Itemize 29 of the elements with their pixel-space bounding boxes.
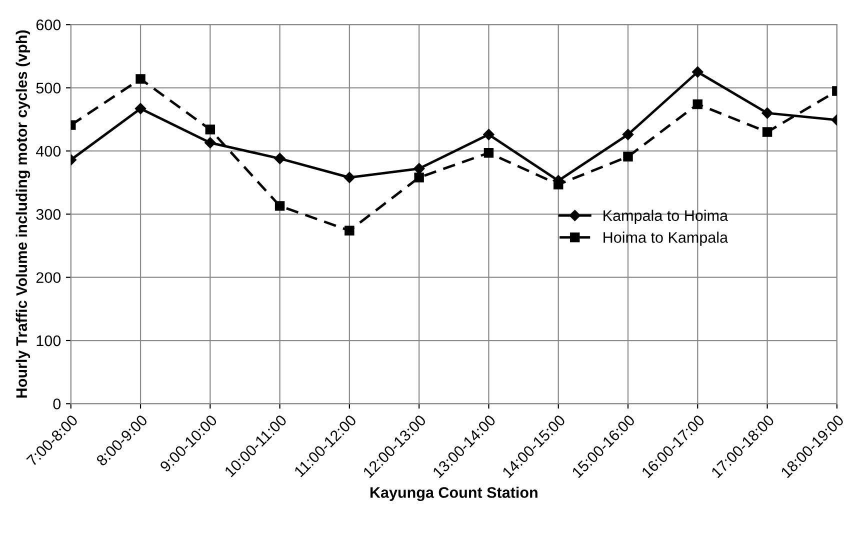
point (484, 148, 494, 158)
y-tick-label: 500 (36, 82, 61, 94)
x-axis-title: Kayunga Count Station (370, 486, 538, 501)
point (413, 163, 425, 174)
point (762, 127, 772, 137)
point (274, 201, 285, 211)
y-tick-label: 600 (36, 19, 61, 30)
y-tick-label: 100 (36, 335, 61, 346)
y-axis-title: Hourly Traffic Volume including motor cycles (vph) (16, 30, 30, 398)
point (344, 172, 356, 184)
point (134, 103, 146, 114)
legend-label: Kampala to Hoima (604, 210, 728, 224)
point (344, 226, 354, 236)
point (762, 107, 773, 119)
point (414, 172, 424, 182)
y-tick-label: 300 (36, 209, 61, 220)
point (136, 74, 146, 84)
y-tick-label: 400 (36, 146, 61, 157)
point (205, 124, 216, 134)
point (623, 152, 633, 162)
point (204, 137, 216, 148)
y-tick-label: 0 (53, 398, 61, 410)
point (692, 66, 704, 78)
point (483, 128, 494, 140)
point (692, 99, 702, 110)
point (622, 128, 634, 140)
y-tick-label: 200 (36, 272, 61, 284)
point (274, 152, 286, 164)
legend-label: Hoima to Kampala (604, 232, 728, 246)
